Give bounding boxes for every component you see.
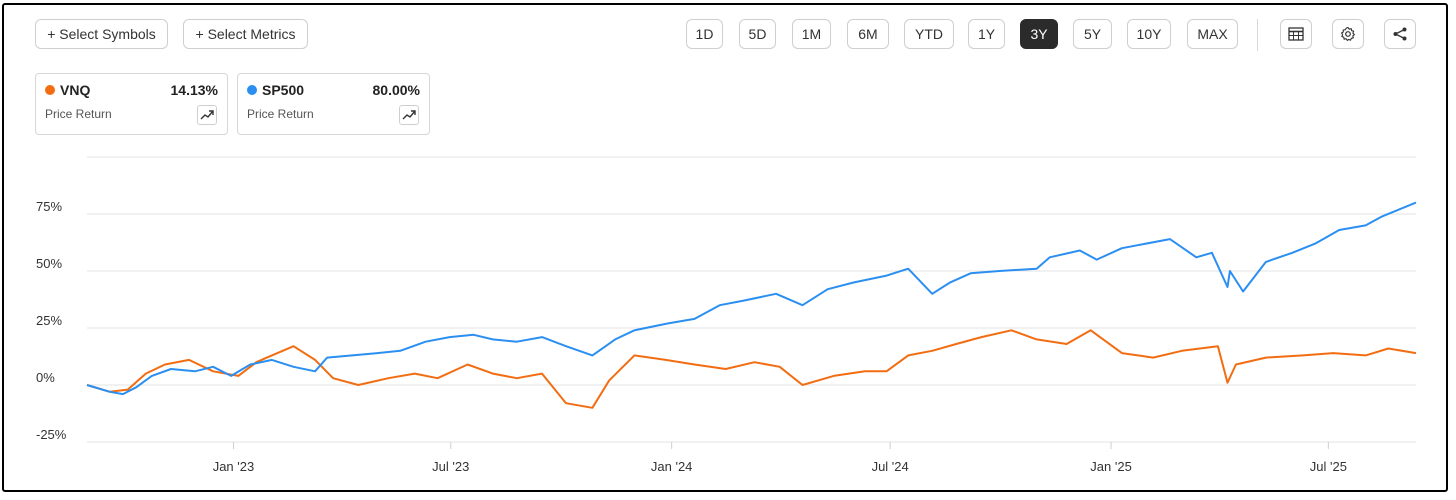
table-view-button[interactable] — [1280, 19, 1312, 49]
x-tick-label: Jan '23 — [213, 459, 255, 474]
y-tick-label: 50% — [36, 256, 62, 271]
range-6m-button[interactable]: 6M — [847, 19, 889, 49]
gear-icon — [1341, 26, 1355, 41]
table-icon — [1288, 27, 1304, 41]
vnq-color-dot — [45, 85, 55, 95]
legend-value: 14.13% — [170, 82, 218, 98]
legend-card-sp500[interactable]: SP500 80.00% Price Return — [237, 73, 430, 135]
select-symbols-button[interactable]: + Select Symbols — [35, 19, 168, 49]
select-metrics-button[interactable]: + Select Metrics — [183, 19, 308, 49]
legend-metric: Price Return — [247, 107, 314, 121]
settings-button[interactable] — [1332, 19, 1364, 49]
trend-up-icon — [402, 110, 416, 120]
range-5d-button[interactable]: 5D — [739, 19, 776, 49]
legend-symbol: SP500 — [262, 82, 305, 98]
y-tick-label: 0% — [36, 370, 55, 385]
range-ytd-button[interactable]: YTD — [904, 19, 954, 49]
range-5y-button[interactable]: 5Y — [1073, 19, 1112, 49]
x-tick-label: Jul '25 — [1310, 459, 1347, 474]
sp500-color-dot — [247, 85, 257, 95]
trend-chart-button[interactable] — [197, 105, 217, 125]
x-tick-label: Jan '25 — [1090, 459, 1132, 474]
range-1m-button[interactable]: 1M — [792, 19, 831, 49]
range-10y-button[interactable]: 10Y — [1127, 19, 1171, 49]
legend-value: 80.00% — [372, 82, 420, 98]
y-tick-label: -25% — [36, 427, 67, 442]
y-tick-label: 25% — [36, 313, 62, 328]
trend-up-icon — [200, 110, 214, 120]
series-line-vnq — [86, 329, 1417, 409]
x-tick-label: Jan '24 — [651, 459, 693, 474]
legend-symbol: VNQ — [60, 82, 91, 98]
legend-card-vnq[interactable]: VNQ 14.13% Price Return — [35, 73, 228, 135]
range-3y-button[interactable]: 3Y — [1020, 19, 1058, 49]
range-max-button[interactable]: MAX — [1187, 19, 1238, 49]
range-1y-button[interactable]: 1Y — [968, 19, 1005, 49]
x-tick-label: Jul '24 — [872, 459, 909, 474]
share-button[interactable] — [1384, 19, 1416, 49]
x-tick-label: Jul '23 — [432, 459, 469, 474]
share-icon — [1393, 27, 1407, 41]
trend-chart-button[interactable] — [399, 105, 419, 125]
series-line-sp500 — [86, 201, 1417, 396]
y-tick-label: 75% — [36, 199, 62, 214]
toolbar-divider — [1257, 19, 1258, 51]
legend-metric: Price Return — [45, 107, 112, 121]
range-1d-button[interactable]: 1D — [686, 19, 723, 49]
